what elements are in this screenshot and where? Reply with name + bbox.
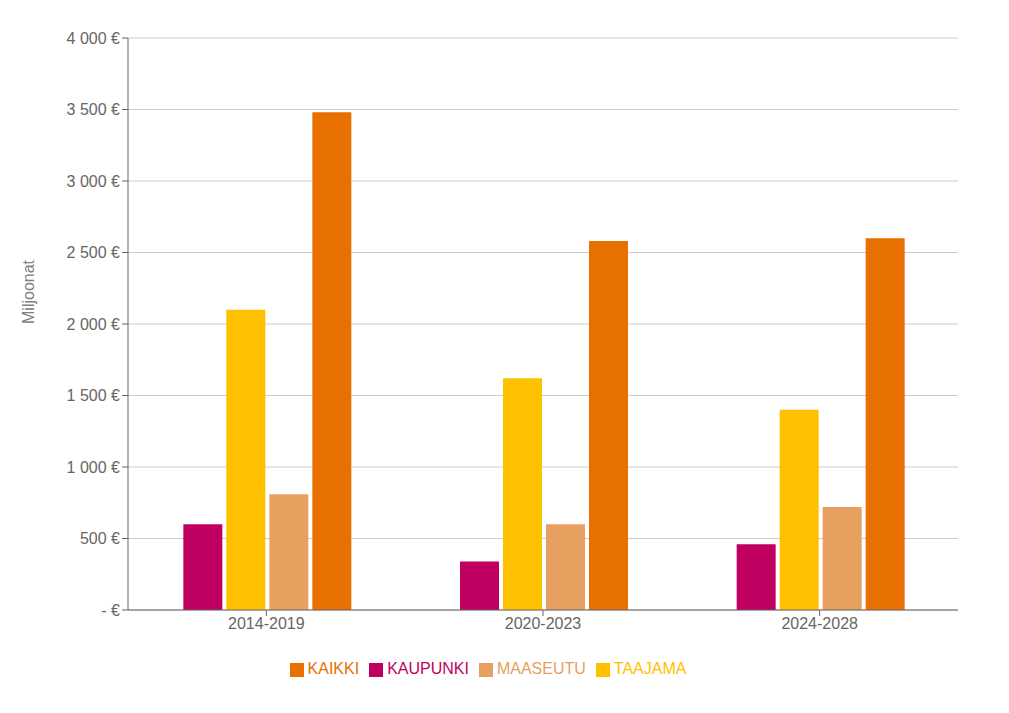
svg-text:- €: - € (101, 602, 120, 619)
svg-text:3 000 €: 3 000 € (67, 173, 120, 190)
svg-text:2024-2028: 2024-2028 (781, 615, 858, 632)
svg-text:2020-2023: 2020-2023 (505, 615, 582, 632)
svg-text:3 500 €: 3 500 € (67, 101, 120, 118)
html-text:KAUPUNKI: KAUPUNKI (387, 660, 469, 677)
html-text:MAASEUTU: MAASEUTU (496, 660, 586, 677)
svg-text:1 000 €: 1 000 € (67, 459, 120, 476)
svg-text:1 500 €: 1 500 € (67, 387, 120, 404)
html-text:KAIKKI: KAIKKI (307, 660, 360, 677)
svg-text:500 €: 500 € (80, 530, 120, 547)
svg-text:4 000 €: 4 000 € (67, 30, 120, 47)
svg-text:Miljoonat: Miljoonat (20, 259, 37, 324)
svg-text:2 500 €: 2 500 € (67, 244, 120, 261)
html-text:TAAJAMA: TAAJAMA (613, 660, 687, 677)
svg-text:2014-2019: 2014-2019 (228, 615, 305, 632)
svg-text:2 000 €: 2 000 € (67, 316, 120, 333)
